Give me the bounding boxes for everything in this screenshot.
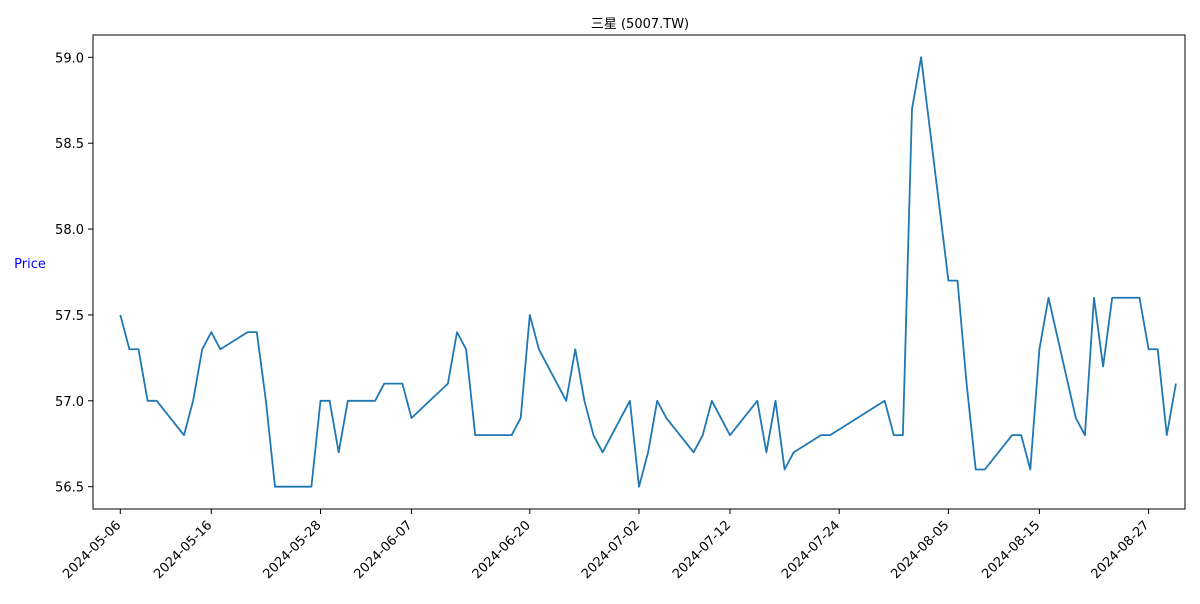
y-tick-label: 58.0 (55, 223, 84, 238)
x-tick-label: 2024-07-24 (779, 518, 843, 582)
chart-title: 三星 (5007.TW) (591, 17, 689, 32)
y-tick-label: 57.5 (55, 309, 84, 324)
x-tick-label: 2024-08-15 (979, 518, 1043, 582)
x-tick-label: 2024-05-28 (260, 518, 324, 582)
y-tick-label: 57.0 (55, 395, 84, 410)
x-tick-label: 2024-05-06 (60, 518, 124, 582)
x-tick-label: 2024-06-20 (470, 518, 534, 582)
x-tick-label: 2024-05-16 (151, 518, 215, 582)
x-tick-label: 2024-07-12 (670, 518, 734, 582)
plot-area: 56.5 57.0 57.5 58.0 58.5 59.0 2024-05-06 2024-0… (55, 51, 1176, 582)
x-tick-label: 2024-08-05 (888, 518, 952, 582)
x-tick-label: 2024-06-07 (351, 518, 415, 582)
price-line (120, 57, 1176, 486)
x-tick-label: 2024-08-27 (1089, 518, 1153, 582)
y-tick-label: 56.5 (55, 481, 84, 496)
x-tick-label: 2024-07-02 (579, 518, 643, 582)
y-tick-label: 59.0 (55, 51, 84, 66)
y-tick-label: 58.5 (55, 137, 84, 152)
y-axis-label: Price (14, 257, 46, 272)
